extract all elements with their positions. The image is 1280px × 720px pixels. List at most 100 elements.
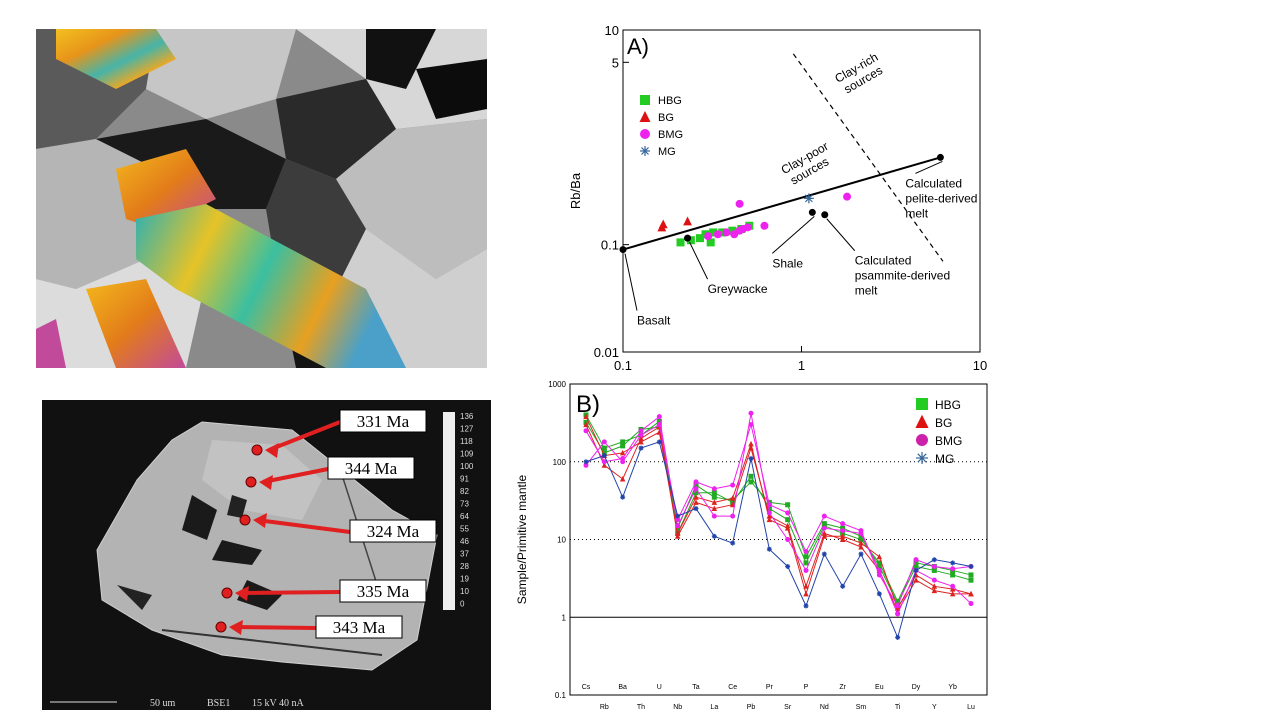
series-point-mg-stroke [638, 445, 644, 451]
series-point-bg [821, 530, 828, 536]
scale-value: 91 [460, 475, 469, 484]
data-point-hbg [709, 228, 718, 237]
scale-value: 73 [460, 500, 469, 509]
series-point-mg [638, 445, 644, 451]
series-point-mg-stroke [712, 534, 717, 539]
series-point-mg [730, 540, 736, 546]
series-point-hbg [950, 572, 956, 578]
series-point-hbg [931, 567, 937, 573]
series-point-bg [674, 533, 681, 539]
series-point-mg [620, 494, 626, 500]
reference-arrow [772, 215, 815, 254]
series-point-bmg [730, 513, 736, 519]
series-line-bg [585, 424, 971, 613]
chart-a-rb-ba: 0.1 1 101050.10.01Rb/BaA)HBGBGBMGMGBasaltG… [568, 23, 987, 370]
analysis-spot [239, 514, 251, 526]
legend-marker [916, 434, 928, 446]
category-label: La [710, 704, 718, 711]
series-point-bmg [693, 486, 699, 492]
y-axis-label: Rb/Ba [568, 172, 583, 209]
series-point-hbg [876, 563, 882, 569]
scale-value: 127 [460, 425, 474, 434]
y-tick-label: 1 [562, 613, 567, 622]
series-point-hbg [968, 572, 974, 578]
series-point-hbg [803, 560, 809, 566]
age-arrowhead [229, 620, 243, 635]
scale-value: 0 [460, 600, 465, 609]
category-label: Eu [875, 684, 884, 691]
series-point-bg [583, 421, 589, 428]
series-point-mg-stroke [785, 564, 790, 569]
petrographic-micrograph [36, 29, 487, 368]
category-label: Nd [820, 704, 829, 711]
legend-marker [916, 398, 928, 410]
reference-arrow [624, 253, 638, 311]
scale-value: 46 [460, 537, 469, 546]
series-point-bmg [803, 567, 809, 573]
category-label: Ta [692, 684, 700, 691]
series-point-mg [693, 506, 699, 512]
series-point-mg-stroke [858, 551, 864, 557]
series-point-bg [766, 516, 773, 523]
series-line-hbg [585, 422, 972, 605]
series-point-bg [674, 530, 681, 536]
series-point-bmg [601, 439, 607, 445]
series-point-bmg [803, 549, 809, 555]
data-point-hbg [695, 234, 704, 243]
series-point-bg [583, 413, 589, 420]
series-point-bmg [895, 611, 901, 617]
category-label: U [657, 684, 662, 691]
x-tick-label: 1 [798, 358, 805, 370]
series-point-bmg [968, 601, 974, 607]
series-point-bmg [711, 513, 717, 519]
series-point-hbg [693, 482, 699, 488]
series-point-bmg [675, 523, 681, 529]
series-point-bmg [785, 537, 791, 542]
data-point-bmg [735, 199, 744, 208]
series-point-bg [601, 462, 608, 468]
category-label: Cs [582, 684, 591, 691]
age-label-box [315, 615, 403, 639]
series-point-bmg [950, 583, 956, 589]
series-point-mg-stroke [932, 557, 937, 562]
series-point-bg [803, 590, 809, 597]
series-point-mg-stroke [950, 560, 955, 566]
legend-label: BMG [935, 434, 962, 448]
reference-label: Calculated [905, 176, 962, 190]
age-label: 324 Ma [367, 522, 420, 541]
source-divider-line [792, 53, 944, 262]
series-point-mg [711, 533, 717, 539]
y-tick-label: 100 [553, 458, 567, 467]
series-point-mg-stroke [968, 564, 974, 569]
x-tick-label: 10 [973, 358, 987, 370]
data-point-hbg [718, 228, 727, 237]
series-point-hbg [766, 506, 772, 512]
series-point-hbg [913, 563, 919, 569]
reference-point [684, 234, 692, 242]
legend-marker [640, 129, 650, 139]
series-point-bmg [913, 557, 919, 563]
age-arrow [256, 518, 351, 534]
analysis-spot [251, 444, 263, 456]
y-tick-label: 1000 [548, 380, 566, 389]
series-point-bg [839, 533, 846, 539]
series-point-bmg [675, 517, 681, 523]
legend-label: HBG [935, 398, 961, 412]
analysis-spot [245, 476, 257, 488]
series-point-bg [711, 505, 718, 512]
series-point-mg [913, 567, 919, 573]
series-point-mg [931, 557, 937, 563]
category-label: Nb [673, 704, 682, 711]
x-tick-label: 0.1 [614, 358, 632, 370]
scale-value: 28 [460, 562, 469, 571]
scale-value: 136 [460, 412, 474, 421]
series-point-mg-stroke [767, 547, 772, 552]
scale-value: 19 [460, 575, 469, 584]
series-point-mg [766, 546, 772, 552]
scale-value: 109 [460, 450, 474, 459]
series-point-mg-stroke [583, 459, 589, 464]
category-label: Zr [839, 684, 846, 691]
category-label: Sr [784, 704, 792, 711]
reference-label: Calculated [855, 254, 912, 268]
